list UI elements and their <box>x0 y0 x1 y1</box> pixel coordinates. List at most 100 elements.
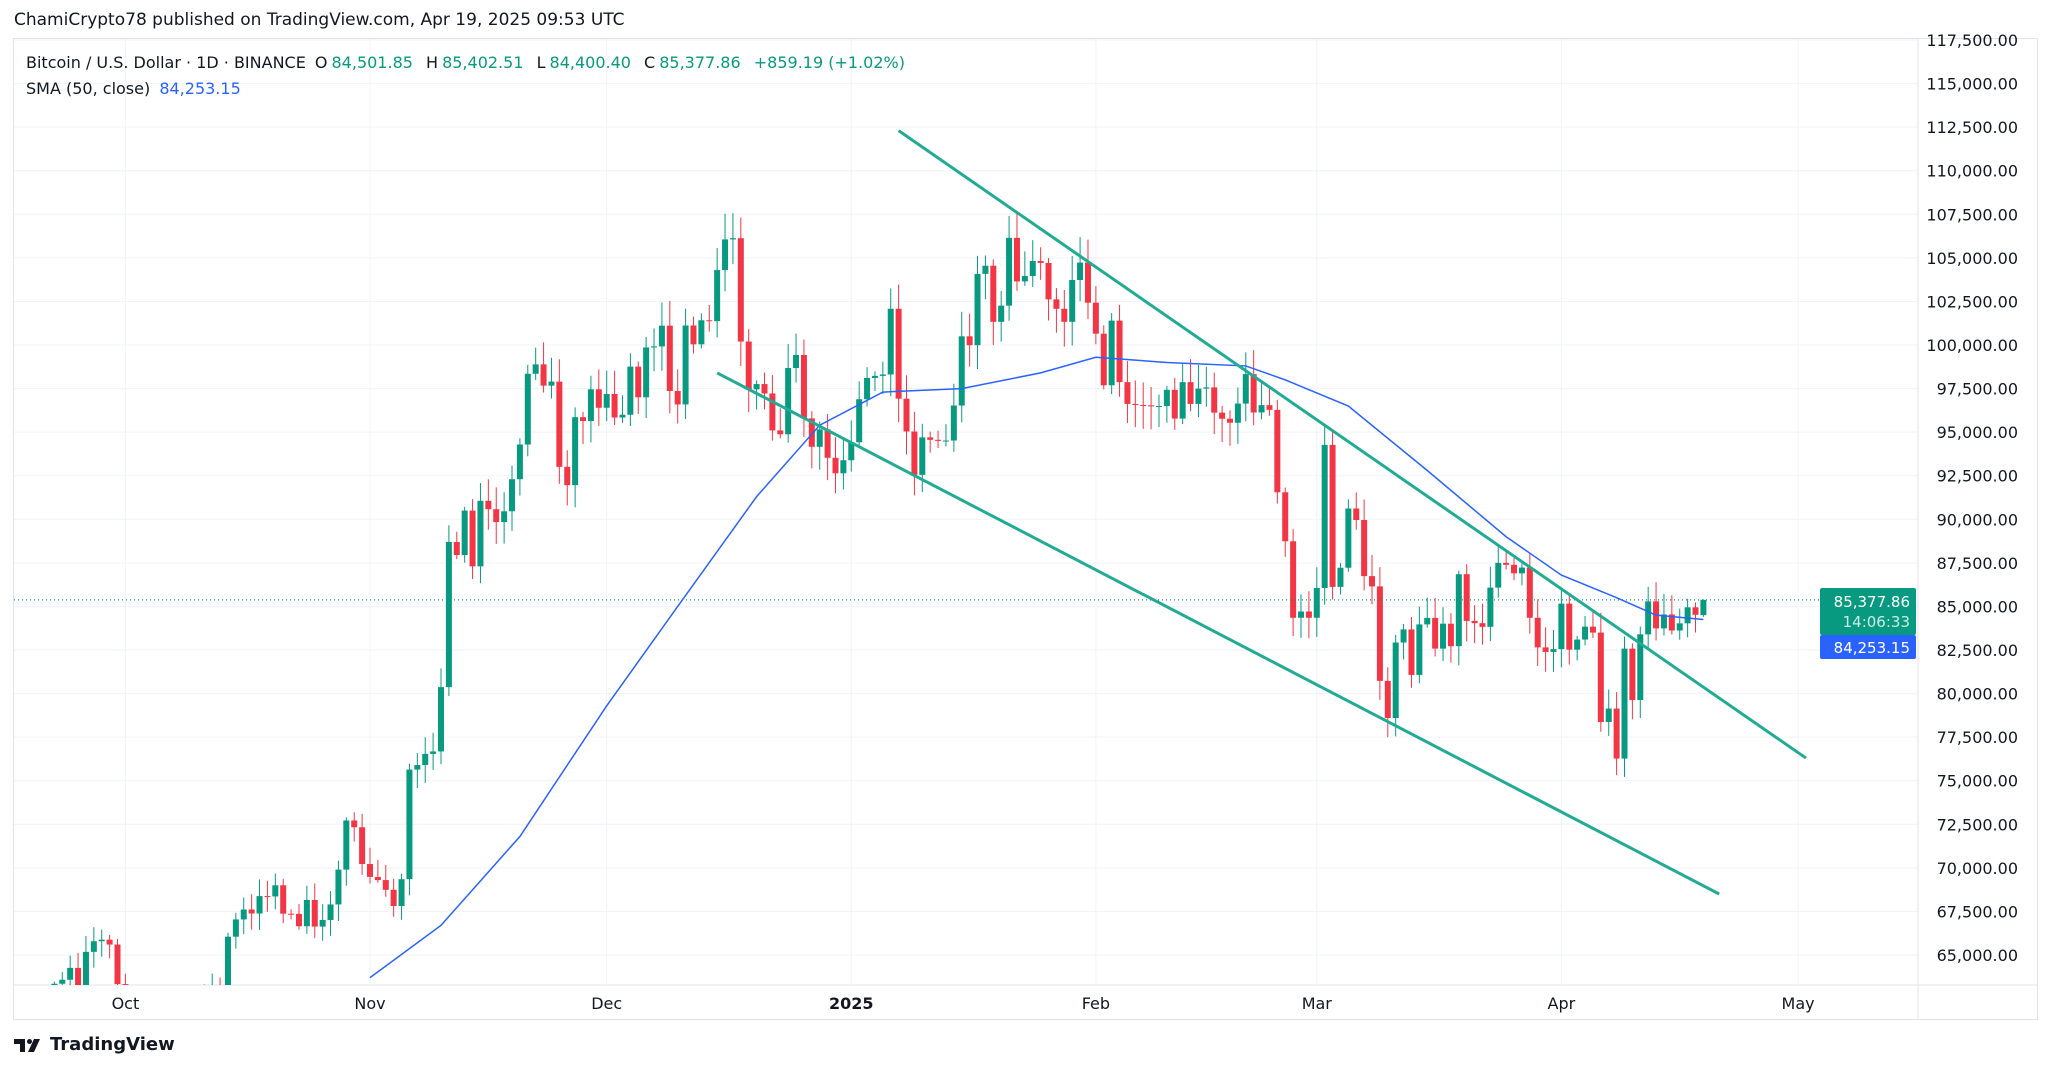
candle-body <box>311 899 318 927</box>
candle <box>1179 363 1186 425</box>
candle-body <box>288 913 295 915</box>
candle <box>248 894 255 930</box>
candle <box>240 897 247 935</box>
candle <box>1313 567 1320 637</box>
time-tick-label: May <box>1782 994 1815 1013</box>
candle <box>1250 350 1257 426</box>
sma-price-tag <box>1820 635 1916 659</box>
candle <box>1700 599 1707 617</box>
candle <box>1416 606 1423 684</box>
candle <box>706 304 713 332</box>
last-price-text: 85,377.86 <box>1834 593 1910 611</box>
candle-body <box>1211 387 1218 413</box>
candle <box>958 311 965 423</box>
symbol-title[interactable]: Bitcoin / U.S. Dollar · 1D · BINANCE <box>26 53 306 72</box>
candle <box>611 370 618 425</box>
high-value: 85,402.51 <box>442 53 524 72</box>
candle <box>595 369 602 426</box>
candle <box>219 977 221 985</box>
candle <box>777 408 784 439</box>
candle-body <box>193 1032 199 1037</box>
candle <box>674 369 681 424</box>
legend: Bitcoin / U.S. Dollar · 1D · BINANCE O 84… <box>26 50 909 102</box>
price-tick-label: 87,500.00 <box>1937 554 2018 573</box>
candle <box>501 492 508 544</box>
candle <box>879 361 886 395</box>
sma-line <box>369 356 1704 979</box>
candle <box>1163 386 1170 423</box>
candle-body <box>745 341 752 390</box>
candle-body <box>1329 444 1336 587</box>
candle-body <box>201 999 207 1037</box>
candle-body <box>264 896 271 898</box>
candle-body <box>848 442 855 461</box>
candle <box>1692 602 1699 633</box>
candle-body <box>186 1005 192 1032</box>
candle <box>1629 643 1636 720</box>
candle <box>1369 554 1376 605</box>
candle-body <box>422 753 429 766</box>
candle-body <box>911 431 918 475</box>
candle-body <box>469 510 476 567</box>
candle-body <box>1455 574 1462 647</box>
candle-body <box>1227 418 1233 423</box>
candle-body <box>1148 405 1155 407</box>
time-tick-label: Mar <box>1302 994 1333 1013</box>
candle <box>1605 689 1612 736</box>
candle-body <box>1487 587 1494 627</box>
candle <box>170 990 176 1019</box>
candle <box>580 411 587 445</box>
candle <box>1227 410 1233 446</box>
candle-body <box>619 414 626 418</box>
candle-body <box>840 460 847 474</box>
candle <box>272 873 279 910</box>
candle <box>374 860 381 883</box>
candle-body <box>793 354 800 369</box>
candle <box>98 929 105 957</box>
candle <box>75 952 82 985</box>
candle <box>666 301 673 414</box>
candle-body <box>501 511 508 523</box>
candle <box>1361 499 1368 591</box>
price-axis[interactable]: 117,500.00 115,000.00 112,500.00 110,000.00… <box>1926 31 2018 965</box>
candle-body <box>982 265 989 274</box>
candle-body <box>374 876 381 881</box>
candle-body <box>1258 405 1265 413</box>
candle <box>1408 617 1415 688</box>
ohlc-low: L 84,400.40 <box>537 53 635 72</box>
candle <box>745 329 752 413</box>
candle <box>264 880 271 912</box>
candle <box>59 972 66 985</box>
candle-body <box>1392 642 1399 718</box>
candle-body <box>1700 599 1707 616</box>
candle <box>1290 529 1297 636</box>
candle <box>67 955 74 985</box>
candle-body <box>1155 406 1162 408</box>
time-axis[interactable]: Oct Nov Dec 2025 Feb Mar Apr May <box>112 994 1815 1013</box>
candle <box>603 370 610 422</box>
candle <box>572 407 579 508</box>
candle-body <box>162 993 168 1006</box>
candle-body <box>327 904 334 920</box>
sma-label[interactable]: SMA (50, close) <box>26 79 151 98</box>
candle-body <box>390 889 397 907</box>
candle <box>122 973 129 985</box>
trendline <box>716 371 1720 896</box>
price-tick-label: 95,000.00 <box>1937 423 2018 442</box>
candle-body <box>1061 308 1068 322</box>
candle-body <box>990 265 997 322</box>
candle <box>509 465 516 531</box>
candle-body <box>319 919 326 927</box>
candle <box>832 437 839 494</box>
tradingview-logo[interactable]: TradingView <box>14 1034 175 1055</box>
sma-value: 84,253.15 <box>159 79 241 98</box>
candle <box>1298 594 1305 638</box>
candle-body <box>98 939 105 942</box>
candle-body <box>1116 320 1123 383</box>
candle-body <box>1574 639 1581 650</box>
candle-body <box>1274 409 1281 493</box>
candle <box>1424 597 1431 628</box>
candle-body <box>942 440 949 442</box>
candle-body <box>445 541 452 688</box>
